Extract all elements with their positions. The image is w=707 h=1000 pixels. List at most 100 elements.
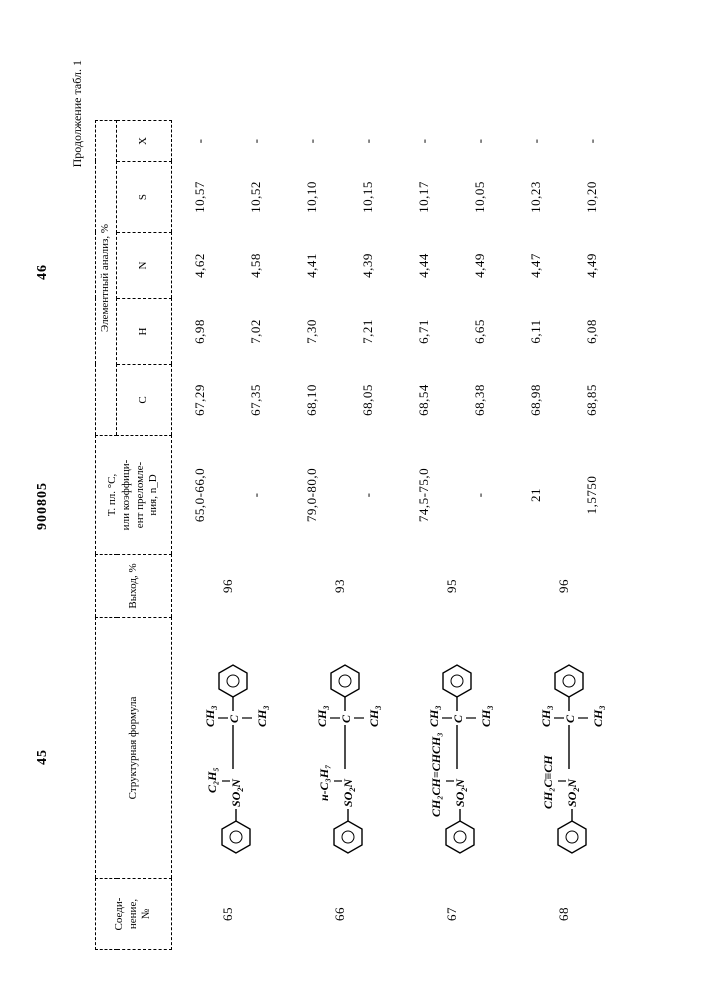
- col-compound-label: Соеди- нение, №: [109, 879, 158, 949]
- ch3-bot: CH3: [255, 706, 271, 727]
- cell-H-found: 6,65: [452, 299, 508, 365]
- cell-S-calc: 10,57: [172, 162, 229, 233]
- aromatic-circle-icon: [227, 675, 239, 687]
- cell-C-found: 68,85: [564, 365, 620, 436]
- c-label: C: [563, 714, 577, 723]
- benzene-ring-icon: [446, 821, 474, 853]
- col-C: C: [117, 365, 172, 436]
- structure-66: SO2N н-C₃H₇ C CH3 CH3: [288, 633, 393, 863]
- so2n-label: SO2N: [453, 778, 469, 807]
- col-H-label: H: [137, 328, 149, 336]
- so2n-label: SO2N: [565, 778, 581, 807]
- structure-65: SO2N C₂H₅ C CH3 CH3: [176, 633, 281, 863]
- table-row: 67 SO2N CH₂CH=CHCH₃ C CH3: [396, 121, 452, 950]
- cell-X-found: -: [228, 121, 284, 162]
- aromatic-circle-icon: [454, 831, 466, 843]
- benzene-ring-icon: [443, 665, 471, 697]
- c-label: C: [339, 714, 353, 723]
- aromatic-circle-icon: [566, 831, 578, 843]
- aromatic-circle-icon: [230, 831, 242, 843]
- cell-n: 68: [508, 879, 620, 950]
- cell-N-found: 4,58: [228, 233, 284, 299]
- table-row: 66 SO2N н-C₃H₇ C CH3 C: [284, 121, 340, 950]
- r-group-label: CH₂CH=CHCH₃: [429, 732, 443, 817]
- cell-X-found: -: [340, 121, 396, 162]
- cell-S-calc: 10,17: [396, 162, 452, 233]
- col-analysis-label: Элементный анализ, %: [99, 224, 111, 332]
- cell-N-calc: 4,44: [396, 233, 452, 299]
- cell-H-calc: 6,11: [508, 299, 564, 365]
- col-formula-label: Структурная формула: [127, 697, 139, 800]
- cell-C-calc: 68,54: [396, 365, 452, 436]
- col-C-label: C: [137, 396, 149, 403]
- cell-mp-found: -: [452, 436, 508, 555]
- ch3-top: CH3: [539, 706, 555, 727]
- cell-formula: SO2N н-C₃H₇ C CH3 CH3: [284, 618, 396, 879]
- cell-N-found: 4,49: [564, 233, 620, 299]
- cell-S-found: 10,52: [228, 162, 284, 233]
- cell-X-calc: -: [284, 121, 340, 162]
- r-group-label: н-C₃H₇: [317, 765, 331, 801]
- r-group-label: C₂H₅: [205, 767, 219, 793]
- aromatic-circle-icon: [342, 831, 354, 843]
- ch3-top: CH3: [315, 706, 331, 727]
- doc-number: 900805: [35, 482, 51, 530]
- cell-S-found: 10,20: [564, 162, 620, 233]
- aromatic-circle-icon: [339, 675, 351, 687]
- benzene-ring-icon: [222, 821, 250, 853]
- page-right-number: 46: [35, 264, 51, 280]
- c-label: C: [451, 714, 465, 723]
- ch3-bot: CH3: [479, 706, 495, 727]
- cell-S-calc: 10,23: [508, 162, 564, 233]
- col-compound: Соеди- нение, №: [96, 879, 172, 950]
- benzene-ring-icon: [334, 821, 362, 853]
- cell-yield: 96: [172, 555, 285, 618]
- col-S: S: [117, 162, 172, 233]
- aromatic-circle-icon: [563, 675, 575, 687]
- cell-N-found: 4,39: [340, 233, 396, 299]
- table-row: 65 SO2N C₂H₅ C CH3: [172, 121, 229, 950]
- col-formula: Структурная формула: [96, 618, 172, 879]
- cell-n: 67: [396, 879, 508, 950]
- continuation-label: Продолжение табл. 1: [70, 60, 85, 167]
- benzene-ring-icon: [555, 665, 583, 697]
- cell-N-calc: 4,62: [172, 233, 229, 299]
- cell-H-calc: 7,30: [284, 299, 340, 365]
- cell-C-calc: 68,10: [284, 365, 340, 436]
- cell-mp-found: 1,5750: [564, 436, 620, 555]
- ch3-top: CH3: [203, 706, 219, 727]
- cell-S-found: 10,05: [452, 162, 508, 233]
- page-left-number: 45: [35, 749, 51, 765]
- ch3-bot: CH3: [591, 706, 607, 727]
- cell-X-calc: -: [508, 121, 564, 162]
- cell-n: 65: [172, 879, 285, 950]
- col-H: H: [117, 299, 172, 365]
- col-N: N: [117, 233, 172, 299]
- structure-67: SO2N CH₂CH=CHCH₃ C CH3 CH3: [400, 633, 505, 863]
- col-mp-label: Т. пл. °С, или коэффици- ент преломле- н…: [104, 436, 163, 554]
- col-X: X: [117, 121, 172, 162]
- cell-C-calc: 68,98: [508, 365, 564, 436]
- so2n-label: SO2N: [341, 778, 357, 807]
- cell-X-found: -: [452, 121, 508, 162]
- cell-X-calc: -: [396, 121, 452, 162]
- cell-H-calc: 6,71: [396, 299, 452, 365]
- cell-formula: SO2N CH₂CH=CHCH₃ C CH3 CH3: [396, 618, 508, 879]
- cell-mp-calc: 65,0-66,0: [172, 436, 229, 555]
- ch3-bot: CH3: [367, 706, 383, 727]
- ch3-top: CH3: [427, 706, 443, 727]
- cell-S-found: 10,15: [340, 162, 396, 233]
- col-yield: Выход, %: [96, 555, 172, 618]
- col-X-label: X: [137, 137, 149, 145]
- cell-N-calc: 4,47: [508, 233, 564, 299]
- benzene-ring-icon: [558, 821, 586, 853]
- cell-C-calc: 67,29: [172, 365, 229, 436]
- cell-C-found: 68,05: [340, 365, 396, 436]
- col-S-label: S: [137, 194, 149, 200]
- r-group-label: CH₂C≡CH: [541, 755, 555, 809]
- header-row-1: Соеди- нение, № Структурная формула Выхо…: [96, 121, 117, 950]
- cell-X-found: -: [564, 121, 620, 162]
- cell-yield: 96: [508, 555, 620, 618]
- cell-mp-found: -: [228, 436, 284, 555]
- cell-X-calc: -: [172, 121, 229, 162]
